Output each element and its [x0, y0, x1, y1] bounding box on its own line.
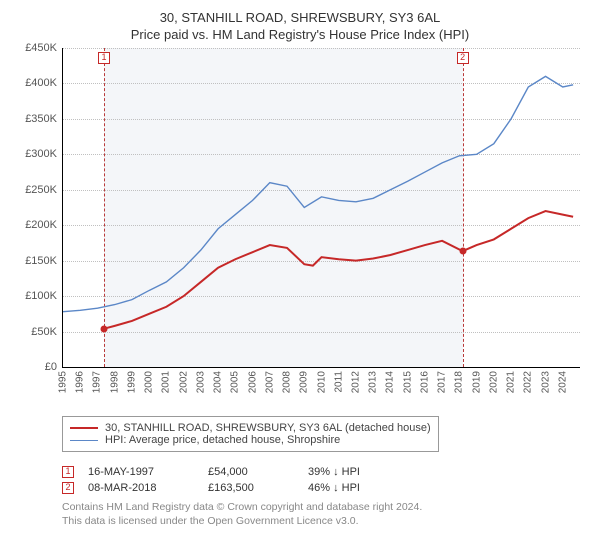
x-tick-label: 1997: [92, 371, 103, 393]
y-tick-label: £150K: [25, 255, 57, 267]
x-tick-label: 2000: [144, 371, 155, 393]
x-tick-label: 1996: [75, 371, 86, 393]
x-tick-label: 2008: [282, 371, 293, 393]
legend-label: HPI: Average price, detached house, Shro…: [105, 434, 340, 446]
x-tick-label: 2020: [488, 371, 499, 393]
sale-pct: 46% ↓ HPI: [308, 482, 360, 494]
x-tick-label: 2012: [350, 371, 361, 393]
x-tick-label: 2016: [419, 371, 430, 393]
sale-price: £54,000: [208, 466, 308, 478]
x-tick-label: 1998: [109, 371, 120, 393]
x-tick-label: 2010: [316, 371, 327, 393]
sale-date: 08-MAR-2018: [88, 482, 208, 494]
x-tick-label: 2022: [523, 371, 534, 393]
title-block: 30, STANHILL ROAD, SHREWSBURY, SY3 6AL P…: [12, 10, 588, 42]
footer-line1: Contains HM Land Registry data © Crown c…: [62, 500, 588, 514]
plot-region: £0£50K£100K£150K£200K£250K£300K£350K£400…: [62, 48, 580, 368]
chart-area: £0£50K£100K£150K£200K£250K£300K£350K£400…: [62, 48, 580, 398]
x-tick-label: 1999: [126, 371, 137, 393]
y-tick-label: £100K: [25, 290, 57, 302]
x-tick-label: 2011: [333, 371, 344, 393]
x-tick-label: 2003: [195, 371, 206, 393]
footer-line2: This data is licensed under the Open Gov…: [62, 514, 588, 528]
sale-marker-2: 2: [457, 52, 469, 64]
sale-marker-icon: 1: [62, 466, 74, 478]
x-tick-label: 1995: [58, 371, 69, 393]
y-tick-label: £450K: [25, 42, 57, 54]
y-tick-label: £200K: [25, 219, 57, 231]
legend-label: 30, STANHILL ROAD, SHREWSBURY, SY3 6AL (…: [105, 422, 431, 434]
x-tick-label: 2006: [247, 371, 258, 393]
x-tick-label: 2009: [299, 371, 310, 393]
legend: 30, STANHILL ROAD, SHREWSBURY, SY3 6AL (…: [62, 416, 439, 452]
sale-row-1: 1 16-MAY-1997£54,00039% ↓ HPI: [62, 466, 588, 478]
y-tick-label: £300K: [25, 148, 57, 160]
legend-item-price_paid: 30, STANHILL ROAD, SHREWSBURY, SY3 6AL (…: [70, 422, 431, 434]
sale-marker-icon: 2: [62, 482, 74, 494]
x-tick-label: 2018: [454, 371, 465, 393]
sale-pct: 39% ↓ HPI: [308, 466, 360, 478]
title-subtitle: Price paid vs. HM Land Registry's House …: [12, 27, 588, 42]
legend-item-hpi: HPI: Average price, detached house, Shro…: [70, 434, 431, 446]
x-tick-label: 2023: [540, 371, 551, 393]
y-tick-label: £50K: [31, 326, 57, 338]
sale-price: £163,500: [208, 482, 308, 494]
x-tick-label: 2021: [506, 371, 517, 393]
x-tick-label: 2005: [230, 371, 241, 393]
x-tick-label: 2004: [213, 371, 224, 393]
sale-row-2: 2 08-MAR-2018£163,50046% ↓ HPI: [62, 482, 588, 494]
y-tick-label: £0: [45, 361, 57, 373]
x-tick-label: 2013: [368, 371, 379, 393]
x-tick-label: 2007: [264, 371, 275, 393]
x-tick-label: 2001: [161, 371, 172, 393]
y-tick-label: £350K: [25, 113, 57, 125]
x-tick-label: 2019: [471, 371, 482, 393]
x-tick-label: 2014: [385, 371, 396, 393]
x-tick-label: 2015: [402, 371, 413, 393]
sales-table: 1 16-MAY-1997£54,00039% ↓ HPI 2 08-MAR-2018…: [62, 466, 588, 494]
title-address: 30, STANHILL ROAD, SHREWSBURY, SY3 6AL: [12, 10, 588, 25]
y-tick-label: £400K: [25, 77, 57, 89]
x-tick-label: 2017: [437, 371, 448, 393]
sale-date: 16-MAY-1997: [88, 466, 208, 478]
footer-note: Contains HM Land Registry data © Crown c…: [62, 500, 588, 528]
x-tick-label: 2024: [557, 371, 568, 393]
y-tick-label: £250K: [25, 184, 57, 196]
x-tick-label: 2002: [178, 371, 189, 393]
sale-marker-1: 1: [98, 52, 110, 64]
chart-container: 30, STANHILL ROAD, SHREWSBURY, SY3 6AL P…: [0, 0, 600, 536]
